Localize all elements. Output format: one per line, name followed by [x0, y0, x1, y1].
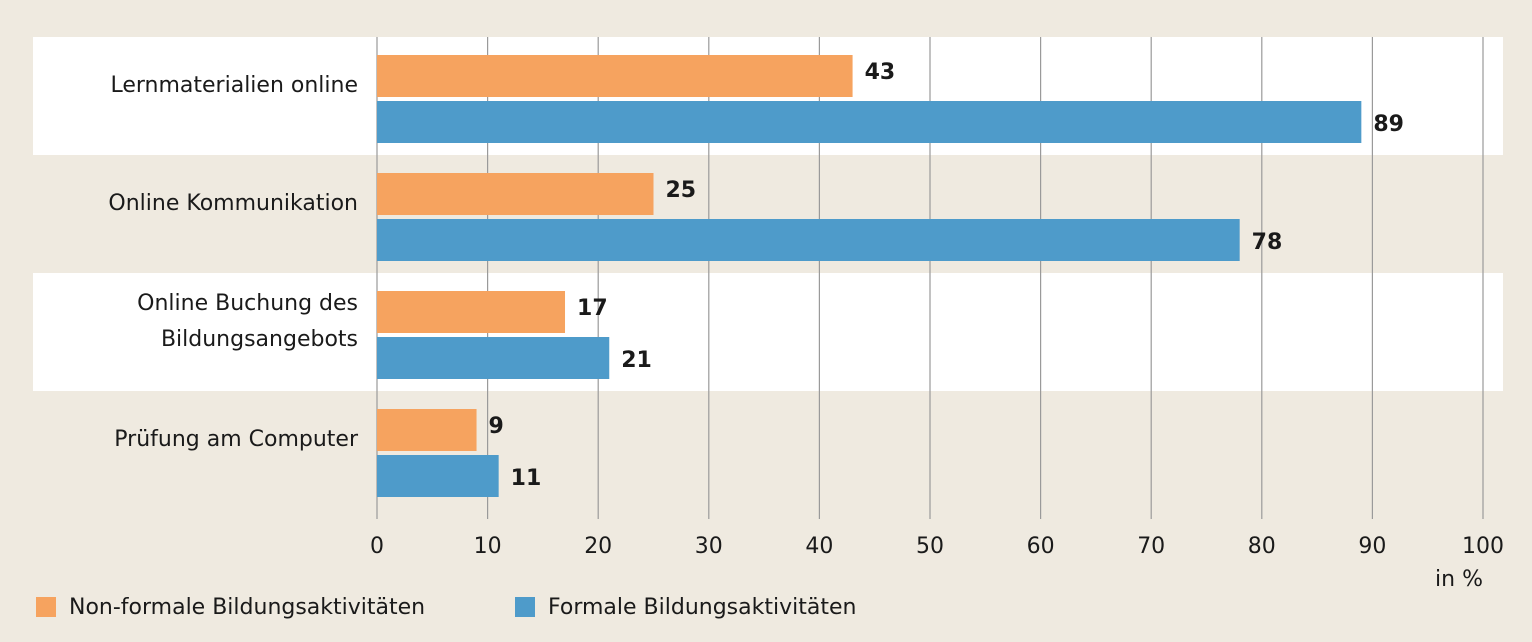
- x-axis-label: in %: [1435, 567, 1483, 592]
- x-tick-label: 10: [474, 534, 502, 559]
- legend-swatch: [36, 597, 56, 617]
- x-tick-label: 50: [916, 534, 944, 559]
- bar: [377, 455, 499, 497]
- category-label: Online Buchung des Bildungsangebots: [137, 291, 358, 352]
- bar: [377, 291, 566, 333]
- row-band: [33, 273, 1503, 391]
- bar: [377, 409, 477, 451]
- x-tick-label: 70: [1137, 534, 1165, 559]
- value-label: 43: [865, 60, 896, 85]
- value-label: 89: [1373, 112, 1404, 137]
- category-label: Online Kommunikation: [108, 191, 358, 216]
- x-tick-label: 80: [1248, 534, 1276, 559]
- value-label: 78: [1252, 230, 1283, 255]
- legend-label: Formale Bildungsaktivitäten: [548, 595, 856, 620]
- category-label: Lernmaterialien online: [110, 73, 358, 98]
- value-label: 21: [621, 348, 652, 373]
- value-label: 25: [666, 178, 697, 203]
- bar: [377, 337, 610, 379]
- x-tick-label: 90: [1358, 534, 1386, 559]
- bar: [377, 55, 853, 97]
- x-tick-label: 20: [584, 534, 612, 559]
- x-tick-label: 40: [805, 534, 833, 559]
- x-tick-label: 100: [1462, 534, 1504, 559]
- x-tick-label: 30: [695, 534, 723, 559]
- value-label: 17: [577, 296, 608, 321]
- value-label: 11: [511, 466, 542, 491]
- bar: [377, 173, 654, 215]
- category-label: Prüfung am Computer: [114, 427, 359, 452]
- bar: [377, 219, 1240, 261]
- legend-swatch: [515, 597, 535, 617]
- x-tick-label: 60: [1027, 534, 1055, 559]
- legend-label: Non-formale Bildungsaktivitäten: [69, 595, 425, 620]
- x-tick-label: 0: [370, 534, 384, 559]
- bar: [377, 101, 1362, 143]
- value-label: 9: [489, 414, 504, 439]
